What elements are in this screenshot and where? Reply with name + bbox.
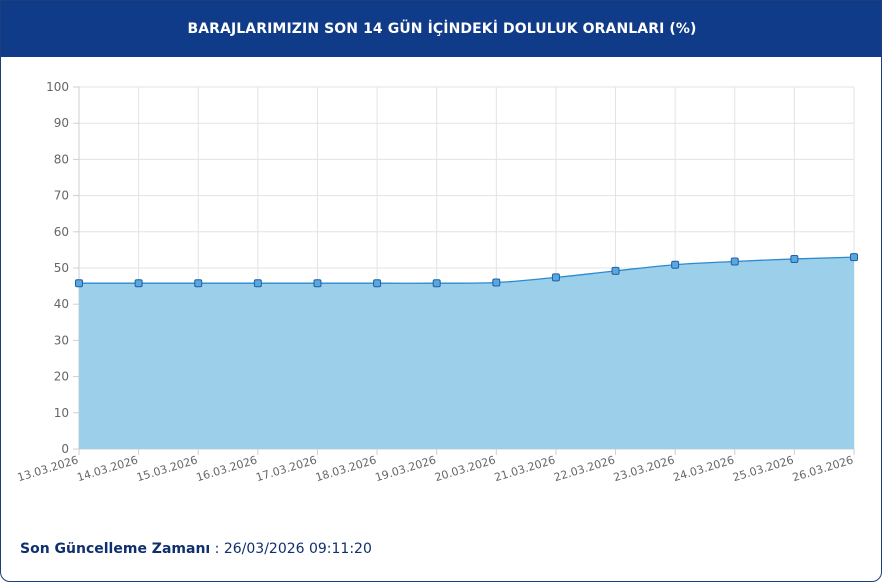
y-axis-ticks: 0 10 20 30 40 50 60 70 80 90 100 [46,80,69,456]
data-point[interactable] [134,279,143,288]
y-tick-label: 90 [54,116,69,130]
data-point[interactable] [850,253,858,262]
last-update-separator: : [210,541,224,557]
x-tick-label: 25.03.2026 [731,453,795,484]
data-point[interactable] [313,279,322,288]
y-tick-label: 60 [54,225,69,239]
y-tick-label: 0 [61,442,69,456]
data-point[interactable] [253,279,262,288]
x-tick-label: 14.03.2026 [75,453,139,484]
y-tick-label: 40 [54,297,69,311]
x-tick-label: 18.03.2026 [314,453,378,484]
x-tick-label: 17.03.2026 [254,453,318,484]
data-point[interactable] [373,279,382,288]
x-tick-label: 23.03.2026 [612,453,676,484]
y-tick-label: 70 [54,189,69,203]
y-tick-label: 100 [46,80,69,94]
data-point[interactable] [790,254,799,263]
y-tick-label: 10 [54,406,69,420]
y-tick-label: 80 [54,152,69,166]
data-point[interactable] [194,279,203,288]
chart-points-layer [75,253,858,288]
area-fill [79,257,854,449]
x-tick-label: 20.03.2026 [433,453,497,484]
chart-header-title: BARAJLARIMIZIN SON 14 GÜN İÇİNDEKİ DOLUL… [187,21,697,37]
x-tick-label: 26.03.2026 [791,453,855,484]
x-tick-label: 19.03.2026 [374,453,438,484]
x-tick-label: 15.03.2026 [135,453,199,484]
last-update-value: 26/03/2026 09:11:20 [223,541,372,557]
occupancy-chart: 0 10 20 30 40 50 60 70 80 90 100 13.03.202614.03.2… [16,80,858,484]
data-point[interactable] [492,278,501,287]
data-point[interactable] [611,266,620,275]
x-axis-ticks: 13.03.202614.03.202615.03.202616.03.2026… [16,453,855,484]
data-point[interactable] [730,257,739,266]
x-tick-label: 16.03.2026 [195,453,259,484]
y-tick-label: 20 [54,370,69,384]
data-point[interactable] [432,279,441,288]
data-point[interactable] [551,273,560,282]
x-tick-label: 22.03.2026 [552,453,616,484]
chart-area-layer [78,256,855,449]
last-update-label: Son Güncelleme Zamanı [20,541,211,557]
x-tick-label: 13.03.2026 [16,453,80,484]
series-line [78,256,855,284]
x-tick-label: 21.03.2026 [493,453,557,484]
x-tick-label: 24.03.2026 [672,453,736,484]
chart-header: BARAJLARIMIZIN SON 14 GÜN İÇİNDEKİ DOLUL… [1,1,881,57]
y-tick-label: 50 [54,261,69,275]
data-point[interactable] [671,260,680,269]
data-point[interactable] [75,279,83,288]
last-update: Son Güncelleme Zamanı : 26/03/2026 09:11… [20,541,372,557]
y-tick-label: 30 [54,333,69,347]
chart-area: 0 10 20 30 40 50 60 70 80 90 100 13.03.2026 14.03.2… [1,57,881,517]
